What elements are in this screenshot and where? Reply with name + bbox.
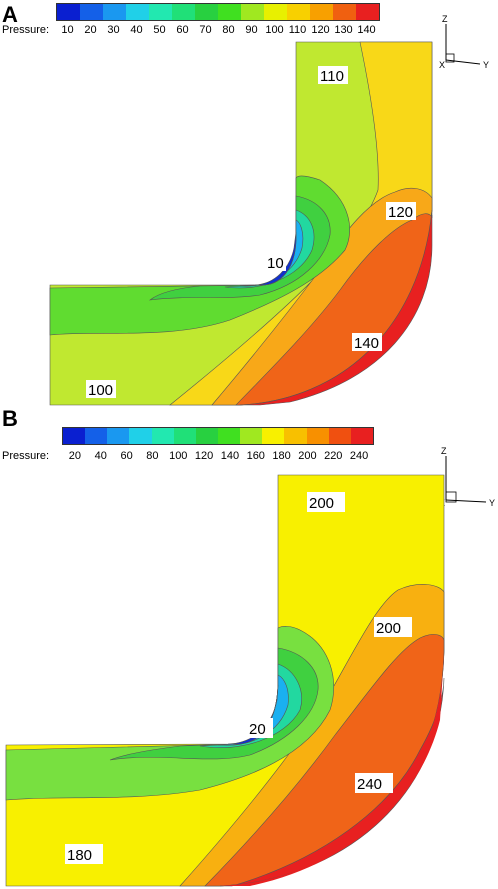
- colorbar-tick-label: 20: [84, 24, 97, 36]
- colorbar-tick-label: 100: [169, 450, 188, 462]
- contour-label: 180: [65, 844, 103, 864]
- axis-z-label: Z: [441, 446, 447, 456]
- axis-y-label: Y: [483, 60, 489, 70]
- colorbar-tick-label: 80: [222, 24, 235, 36]
- colorbar-swatch: [284, 428, 307, 444]
- colorbar-swatch: [333, 4, 356, 20]
- colorbar-swatch: [80, 4, 103, 20]
- svg-text:120: 120: [388, 204, 413, 221]
- colorbar-tick-label: 180: [272, 450, 291, 462]
- colorbar-swatch: [306, 428, 329, 444]
- colorbar-tick-label: 140: [357, 24, 376, 36]
- contour-band-140: [239, 209, 433, 406]
- axis-triad: Z Y X: [439, 446, 495, 508]
- colorbar-swatch: [217, 428, 241, 444]
- colorbar-tick-label: 220: [324, 450, 343, 462]
- contour-label: 140: [352, 333, 382, 352]
- colorbar-swatch: [151, 428, 174, 444]
- contour-label: 110: [318, 66, 348, 85]
- contour-plot: Z Y X 110 120 10: [49, 14, 489, 406]
- svg-text:140: 140: [354, 335, 379, 352]
- axis-z-label: Z: [442, 14, 448, 24]
- colorbar-swatch: [310, 4, 333, 20]
- colorbar-tick-label: 100: [265, 24, 284, 36]
- svg-text:20: 20: [249, 721, 266, 738]
- colorbar-ticks: 20 40 60 80 100 120 140 160 180 200 220 240: [62, 450, 372, 464]
- svg-text:200: 200: [309, 495, 334, 512]
- colorbar-swatch: [218, 4, 241, 20]
- svg-text:10: 10: [267, 255, 284, 272]
- svg-text:200: 200: [376, 620, 401, 637]
- colorbar-tick-label: 240: [349, 450, 369, 462]
- colorbar: [56, 3, 380, 21]
- colorbar-tick-label: 90: [245, 24, 258, 36]
- colorbar-swatch: [103, 4, 126, 20]
- contour-label: 200: [307, 492, 345, 512]
- colorbar-tick-label: 60: [120, 450, 133, 462]
- colorbar-swatch: [287, 4, 310, 20]
- colorbar-swatch: [195, 4, 218, 20]
- colorbar-tick-label: 50: [153, 24, 166, 36]
- colorbar-swatch: [149, 4, 172, 20]
- colorbar-swatch: [262, 428, 285, 444]
- colorbar-tick-label: 120: [311, 24, 330, 36]
- colorbar-tick-label: 20: [68, 450, 82, 462]
- contour-label: 100: [86, 380, 116, 399]
- contour-label: 120: [386, 202, 416, 221]
- colorbar-tick-label: 40: [130, 24, 143, 36]
- contour-band-70: [148, 195, 331, 301]
- contour-label: 20: [247, 718, 273, 738]
- panel-b: B Pressure: 20 40 60 80 100 120 140 160 180 200 22…: [0, 406, 498, 889]
- colorbar-swatch: [57, 4, 80, 20]
- svg-text:240: 240: [357, 776, 382, 793]
- colorbar-tick-label: 160: [246, 450, 265, 462]
- colorbar-title: Pressure:: [2, 450, 50, 462]
- colorbar-title: Pressure:: [2, 24, 50, 36]
- contour-label: 240: [355, 773, 393, 793]
- contour-label: 200: [374, 617, 412, 637]
- colorbar: [62, 427, 374, 445]
- colorbar-tick-label: 30: [107, 24, 120, 36]
- colorbar-swatch: [350, 428, 373, 444]
- colorbar-ticks: 10 20 30 40 50 60 70 80 90 100 110 120 130 140: [56, 24, 378, 38]
- colorbar-tick-label: 120: [194, 450, 214, 462]
- panel-letter: A: [2, 2, 18, 27]
- colorbar-swatch: [85, 428, 108, 444]
- colorbar-swatch: [240, 428, 263, 444]
- axis-y-label: Y: [489, 498, 495, 508]
- colorbar-swatch: [126, 4, 149, 20]
- axis-triad: Z Y X: [439, 14, 489, 70]
- colorbar-swatch: [264, 4, 287, 20]
- svg-text:110: 110: [320, 68, 344, 85]
- colorbar-swatch: [328, 428, 351, 444]
- colorbar-swatch: [129, 428, 152, 444]
- colorbar-tick-label: 40: [94, 450, 107, 462]
- colorbar-tick-label: 80: [146, 450, 159, 462]
- contour-band-240: [219, 677, 445, 887]
- contour-label: 10: [266, 253, 286, 272]
- colorbar-tick-label: 10: [61, 24, 74, 36]
- colorbar-tick-label: 200: [298, 450, 317, 462]
- panel-letter: B: [2, 406, 18, 431]
- axis-x-label: X: [439, 60, 445, 70]
- panel-a: A Pressure: 10 20 30 40 50 60 70 80 90 100 110 120 1…: [0, 0, 498, 410]
- colorbar-swatch: [241, 4, 264, 20]
- colorbar-tick-label: 70: [199, 24, 212, 36]
- colorbar-swatch: [107, 428, 130, 444]
- colorbar-tick-label: 60: [176, 24, 189, 36]
- colorbar-swatch: [172, 4, 195, 20]
- colorbar-tick-label: 130: [334, 24, 353, 36]
- colorbar-swatch: [63, 428, 86, 444]
- contour-plot: Z Y X 200 200 20 240 18: [5, 446, 495, 887]
- colorbar-swatch: [195, 428, 218, 444]
- colorbar-tick-label: 140: [220, 450, 240, 462]
- svg-text:100: 100: [88, 382, 113, 399]
- colorbar-tick-label: 110: [288, 24, 307, 36]
- colorbar-swatch: [173, 428, 196, 444]
- contour-band-10: [254, 231, 297, 286]
- colorbar-swatch: [356, 4, 379, 20]
- svg-text:180: 180: [67, 847, 92, 864]
